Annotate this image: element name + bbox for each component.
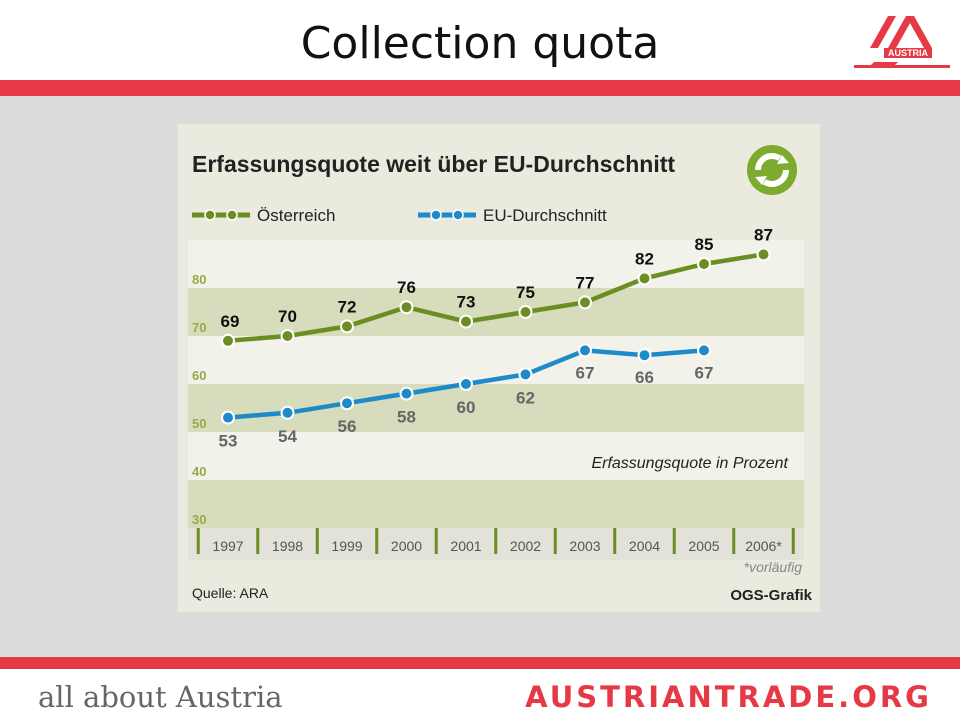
- data-point: [280, 405, 295, 420]
- slide-title: Collection quota: [300, 18, 660, 69]
- legend-marker: [430, 209, 442, 221]
- data-label: 60: [457, 398, 476, 417]
- data-point: [637, 348, 652, 363]
- data-label: 69: [221, 312, 240, 331]
- data-label: 75: [516, 283, 535, 302]
- data-label: 54: [278, 427, 297, 446]
- line-chart: 30 40 50 60 70 80 Erfassungsquote weit über E…: [178, 124, 820, 612]
- data-label: 58: [397, 408, 416, 427]
- chart-footnote: *vorläufig: [744, 559, 803, 575]
- recycling-arrows-icon: [747, 145, 797, 195]
- svg-text:AUSTRIA: AUSTRIA: [888, 48, 928, 58]
- y-tick-label: 50: [192, 416, 206, 431]
- data-label: 67: [576, 363, 595, 382]
- y-tick-label: 70: [192, 320, 206, 335]
- data-point: [578, 343, 592, 358]
- x-tick-label: 1998: [272, 538, 303, 554]
- data-label: 56: [338, 417, 357, 436]
- grid-band: [188, 480, 804, 528]
- legend-marker: [226, 209, 238, 221]
- data-label: 70: [278, 307, 297, 326]
- data-label: 76: [397, 278, 416, 297]
- legend-label: EU-Durchschnitt: [483, 206, 607, 225]
- data-label: 77: [576, 273, 595, 292]
- y-tick-label: 40: [192, 464, 206, 479]
- data-point: [578, 295, 592, 310]
- chart-panel: 30 40 50 60 70 80 Erfassungsquote weit über E…: [178, 124, 820, 612]
- data-label: 62: [516, 388, 535, 407]
- data-point: [340, 396, 354, 411]
- x-tick-label: 1999: [331, 538, 362, 554]
- chart-source: Quelle: ARA: [192, 585, 269, 601]
- data-point: [280, 329, 295, 343]
- x-tick-label: 2003: [569, 538, 600, 554]
- data-label: 85: [695, 235, 714, 254]
- chart-title: Erfassungsquote weit über EU-Durchschnit…: [192, 151, 675, 177]
- data-label: 72: [338, 297, 357, 316]
- data-label: 67: [695, 363, 714, 382]
- chart-credit: OGS-Grafik: [730, 587, 812, 604]
- data-label: 66: [635, 368, 654, 387]
- data-point: [399, 300, 414, 315]
- data-point: [518, 367, 533, 382]
- data-label: 87: [754, 225, 773, 244]
- top-accent-bar: [0, 80, 960, 96]
- chart-note: Erfassungsquote in Prozent: [591, 455, 788, 472]
- austria-logo: AUSTRIA: [854, 16, 950, 68]
- y-tick-label: 60: [192, 368, 206, 383]
- austria-series-line: [227, 252, 764, 344]
- data-point: [697, 343, 711, 358]
- data-point: [756, 247, 771, 262]
- footer-tagline: all about Austria: [38, 680, 283, 714]
- x-tick-label: 2005: [688, 538, 719, 554]
- grid-band: [188, 432, 804, 480]
- x-tick-label: 2006*: [745, 538, 782, 554]
- data-point: [221, 410, 235, 425]
- data-point: [340, 319, 354, 334]
- x-tick-label: 2001: [450, 538, 481, 554]
- data-point: [459, 377, 473, 391]
- grid-band: [188, 288, 804, 336]
- data-point: [637, 271, 652, 286]
- legend-marker: [452, 209, 464, 221]
- data-point: [697, 257, 711, 271]
- data-point: [221, 333, 235, 348]
- grid-band: [188, 384, 804, 432]
- data-point: [459, 314, 473, 329]
- data-label: 73: [457, 293, 476, 312]
- bottom-accent-bar: [0, 657, 960, 669]
- data-point: [518, 305, 533, 319]
- legend-marker: [204, 209, 216, 221]
- data-label: 53: [219, 432, 238, 451]
- y-tick-label: 30: [192, 512, 206, 527]
- x-tick-label: 2004: [629, 538, 660, 554]
- x-tick-label: 1997: [212, 538, 243, 554]
- x-tick-label: 2002: [510, 538, 541, 554]
- data-label: 82: [635, 249, 654, 268]
- legend-label: Österreich: [257, 206, 335, 225]
- footer-website: AUSTRIANTRADE.ORG: [525, 680, 932, 714]
- x-tick-label: 2000: [391, 538, 422, 554]
- data-point: [399, 386, 414, 401]
- y-tick-label: 80: [192, 272, 206, 287]
